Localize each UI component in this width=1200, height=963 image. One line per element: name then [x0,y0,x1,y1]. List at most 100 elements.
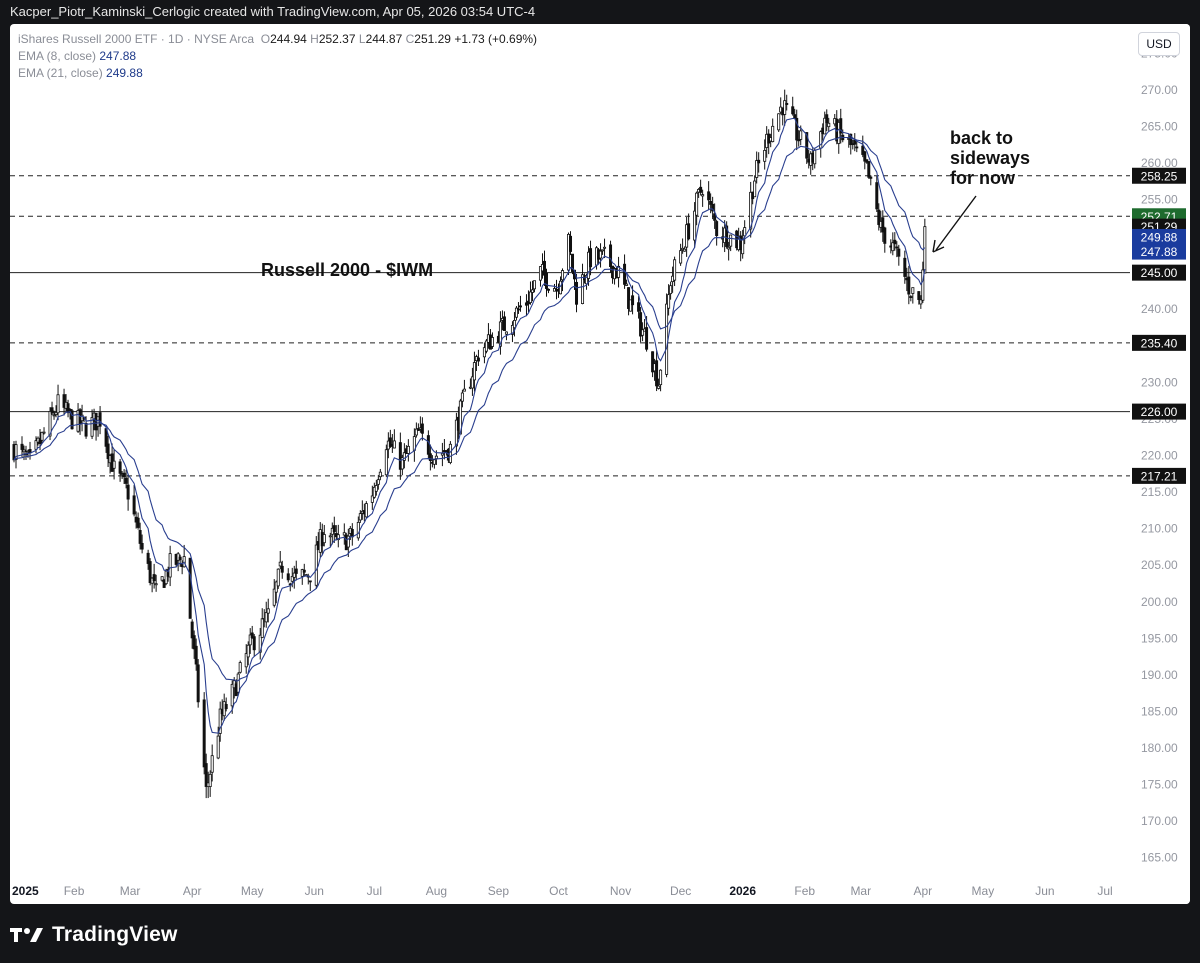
candle-body [631,295,635,306]
x-tick-label: Jul [367,884,382,898]
candle-body [651,351,655,373]
candle-body [919,299,923,305]
candle-body [192,635,196,650]
candle-body [853,139,857,145]
candle-body [22,449,26,453]
candle-body [907,276,911,295]
candle-body [56,394,60,414]
candle-body [771,125,775,143]
candle-body [715,221,719,237]
candle-body [711,203,715,212]
candle-body [384,449,388,476]
y-tick-label: 165.00 [1141,851,1178,865]
candle-body [695,192,699,216]
y-tick-label: 260.00 [1141,156,1178,170]
candle-body [498,321,502,347]
candle-body [585,275,589,285]
candle-body [428,453,432,461]
candle-body [238,662,242,673]
candle-body [763,150,767,162]
candle-body [849,133,853,146]
candle-body [755,160,759,178]
price-tag-2-bg [1132,243,1186,260]
candle-body [875,182,879,210]
candle-body [641,329,645,336]
candle-body [196,664,200,703]
x-tick-label: Jun [1035,884,1054,898]
candle-body [749,191,753,230]
candle-body [342,532,346,536]
candle-body [490,337,494,347]
x-tick-label: 2026 [729,884,756,898]
candle-body [701,194,705,197]
candle-body [248,634,252,646]
candle-body [476,357,480,362]
candle-body [687,223,691,240]
candle-body [567,233,571,271]
y-tick-label: 215.00 [1141,485,1178,499]
candle-body [575,281,579,305]
candle-body [512,320,516,329]
candle-body [266,608,270,614]
candle-body [530,289,534,293]
candle-body [20,443,24,450]
candle-body [883,227,887,244]
candle-body [434,455,438,459]
candle-body [709,200,713,205]
candle-body [917,291,921,300]
candle-body [68,408,72,411]
candle-body [278,561,282,567]
ema21-value: 249.88 [106,66,143,80]
candle-body [350,529,354,538]
candle-body [294,568,298,574]
price-tag-1: 249.88 [1141,230,1178,244]
candle-body [286,573,290,581]
candle-body [98,412,102,427]
tradingview-logo[interactable]: TradingView [10,920,178,950]
candle-body [743,227,747,237]
level-tag-2-bg [1132,264,1186,281]
chart-panel[interactable]: 165.00 170.00 175.00 180.00 185.00 190.00 195.… [10,24,1190,904]
legend-ema8: EMA (8, close) 247.88 [18,49,136,63]
x-tick-label: Jul [1097,884,1112,898]
candle-body [514,307,518,318]
x-tick-label: 2025 [12,884,39,898]
level-tag-0: 258.25 [1141,169,1178,183]
candle-body [713,213,717,221]
level-tag-5-bg [1132,467,1186,484]
candle-body [569,235,573,252]
candle-body [561,270,565,281]
legend-title: iShares Russell 2000 ETF · 1D · NYSE Arc… [18,32,255,46]
candle-body [148,561,152,583]
candle-body [895,246,899,249]
candle-body [482,347,486,358]
candle-body [252,636,256,651]
x-tick-label: Apr [913,884,932,898]
candle-body [276,568,280,587]
tradingview-logo-text: TradingView [52,923,178,946]
candle-body [813,149,817,165]
candle-body [923,226,927,274]
candle-body [625,283,629,286]
candle-body [54,411,58,415]
level-tag-3: 235.40 [1141,336,1178,350]
x-tick-label: Mar [850,884,871,898]
candle-body [869,176,873,179]
candle-body [699,186,703,193]
candle-body [400,457,404,470]
chart-canvas[interactable]: 165.00 170.00 175.00 180.00 185.00 190.00 195.… [10,24,1190,904]
candle-body [679,250,683,264]
level-tag-2: 245.00 [1141,266,1178,280]
candle-body [544,272,548,289]
currency-button[interactable]: USD [1138,32,1180,56]
candle-body [328,535,332,538]
candle-body [510,325,514,335]
candle-body [322,534,326,544]
candle-body [897,248,901,257]
annotation-line-2: for now [950,168,1016,188]
candle-body [727,246,731,250]
candle-body [516,308,520,311]
candle-body [637,302,641,312]
candle-body [693,210,697,241]
candle-body [392,440,396,449]
